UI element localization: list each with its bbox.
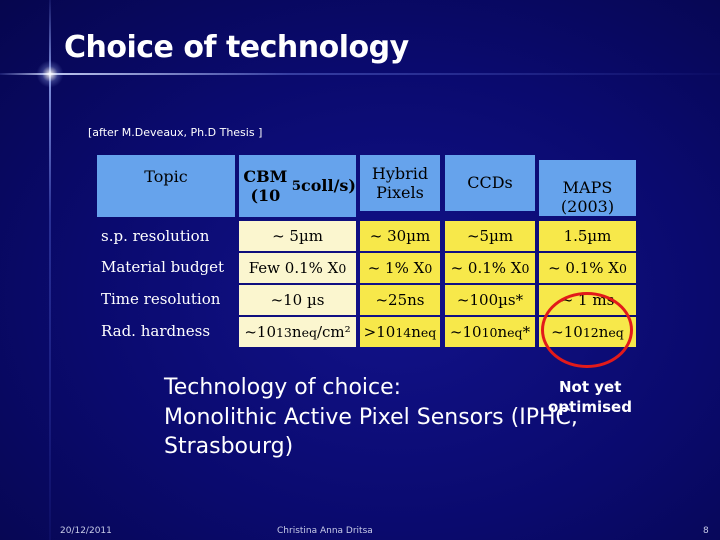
header-cbm: CBM (10 5 coll/s) bbox=[239, 155, 356, 217]
cell-hybrid-time: ~25ns bbox=[360, 285, 440, 315]
decor-star-icon bbox=[34, 58, 66, 90]
cell-ccd-resolution: ~5µm bbox=[445, 221, 535, 251]
cell-ccd-radiation: ~10 10 n eq * bbox=[445, 317, 535, 347]
row-label-radiation: Rad. hardness bbox=[101, 322, 211, 340]
cell-hybrid-resolution: ~ 30µm bbox=[360, 221, 440, 251]
decor-horizontal-line bbox=[0, 73, 720, 75]
row-label-material: Material budget bbox=[101, 258, 225, 276]
note-line-2: optimised bbox=[548, 398, 632, 416]
decor-vertical-line bbox=[49, 0, 51, 540]
row-label-time: Time resolution bbox=[101, 290, 221, 308]
header-maps: MAPS (2003) bbox=[539, 160, 636, 216]
choice-line-1: Technology of choice: bbox=[164, 375, 402, 400]
choice-line-3: Strasbourg) bbox=[164, 434, 294, 459]
cell-ccd-time: ~100µs* bbox=[445, 285, 535, 315]
cell-cbm-time: ~10 µs bbox=[239, 285, 356, 315]
cell-cbm-radiation: ~10 13 n eq/cm² bbox=[239, 317, 356, 347]
cell-hybrid-radiation: >10 14 n eq bbox=[360, 317, 440, 347]
note-line-1: Not yet bbox=[559, 378, 622, 396]
slide-title: Choice of technology bbox=[64, 30, 409, 65]
cell-maps-resolution: 1.5µm bbox=[539, 221, 636, 251]
footer-page-number: 8 bbox=[703, 526, 709, 536]
footer-author: Christina Anna Dritsa bbox=[277, 526, 373, 536]
cell-cbm-resolution: ~ 5µm bbox=[239, 221, 356, 251]
highlight-circle bbox=[541, 292, 633, 368]
footer-date: 20/12/2011 bbox=[60, 526, 112, 536]
row-label-resolution: s.p. resolution bbox=[101, 227, 210, 245]
header-topic: Topic bbox=[97, 155, 235, 217]
reference-note: [after M.Deveaux, Ph.D Thesis ] bbox=[88, 126, 263, 139]
header-ccds: CCDs bbox=[445, 155, 535, 211]
choice-line-2: Monolithic Active Pixel Sensors (IPHC, bbox=[164, 405, 578, 430]
header-hybrid-pixels: Hybrid Pixels bbox=[360, 155, 440, 211]
